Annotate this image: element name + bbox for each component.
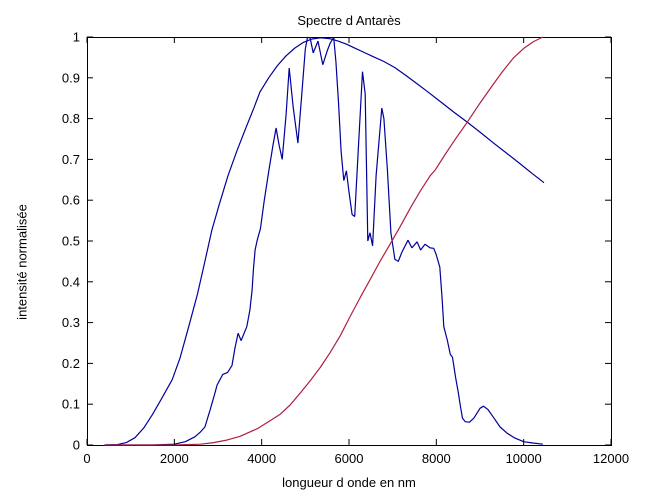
x-tick-label: 10000 (506, 451, 542, 466)
y-tick-label: 0.3 (62, 315, 80, 330)
x-tick-label: 4000 (247, 451, 276, 466)
y-tick-label: 0.5 (62, 234, 80, 249)
y-tick-label: 0 (73, 438, 80, 453)
y-tick-label: 0.7 (62, 152, 80, 167)
x-tick-label: 6000 (335, 451, 364, 466)
series-blue-jagged-spectrum (104, 36, 543, 446)
y-tick-label: 0.6 (62, 193, 80, 208)
y-tick-label: 0.9 (62, 70, 80, 85)
y-tick-label: 0.1 (62, 397, 80, 412)
y-tick-label: 0.8 (62, 111, 80, 126)
x-tick-label: 2000 (160, 451, 189, 466)
x-axis-label: longueur d onde en nm (282, 475, 416, 490)
chart-title: Spectre d Antarès (297, 13, 401, 28)
series-blue-smooth-envelope (104, 37, 545, 446)
x-tick-label: 0 (83, 451, 90, 466)
y-tick-label: 1 (73, 30, 80, 45)
series-red-rising-curve (104, 36, 544, 446)
axes-box (87, 37, 612, 446)
x-tick-label: 8000 (422, 451, 451, 466)
y-tick-label: 0.2 (62, 356, 80, 371)
x-tick-label: 12000 (593, 451, 629, 466)
y-tick-label: 0.4 (62, 274, 80, 289)
